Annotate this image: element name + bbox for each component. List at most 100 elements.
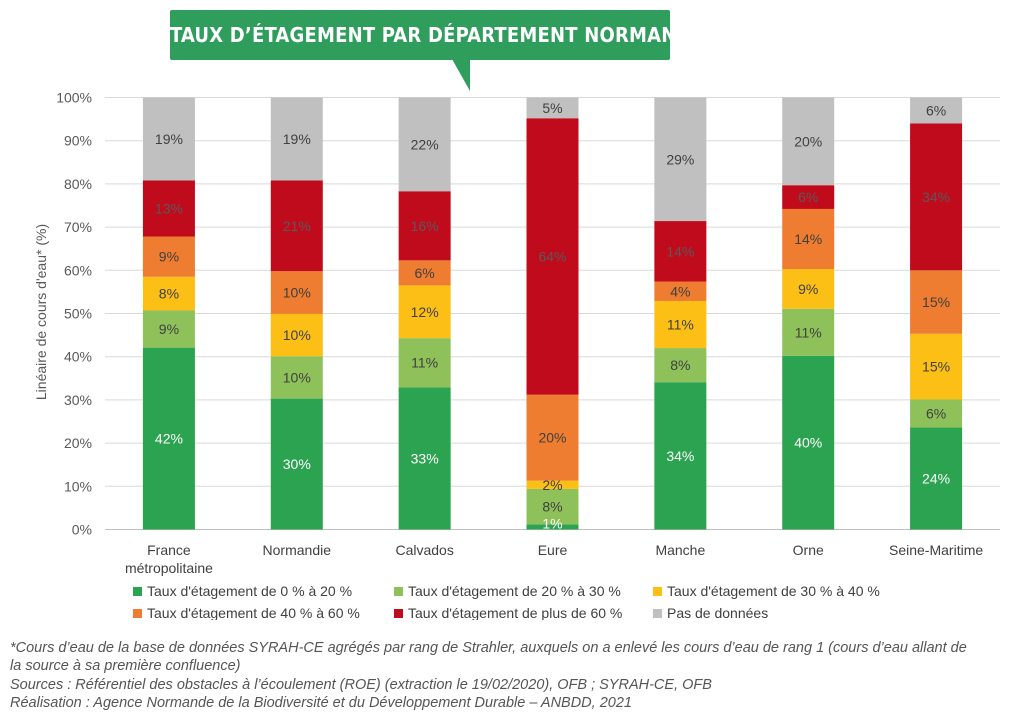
x-tick-label: Manche <box>655 542 705 558</box>
data-label: 9% <box>798 281 818 297</box>
data-label: 24% <box>922 471 950 487</box>
data-label: 6% <box>798 189 818 205</box>
data-label: 30% <box>283 456 311 472</box>
data-label: 29% <box>666 151 694 167</box>
data-label: 15% <box>922 359 950 375</box>
bar-segment <box>910 399 963 428</box>
legend-label: Taux d'étagement de plus de 60 % <box>408 605 622 620</box>
data-label: 13% <box>155 201 183 217</box>
bar-segment <box>782 185 835 209</box>
y-tick-label: 30% <box>64 392 92 408</box>
legend-label: Taux d'étagement de 20 % à 30 % <box>408 583 621 599</box>
legend-label: Taux d'étagement de 0 % à 20 % <box>147 583 352 599</box>
data-label: 33% <box>411 450 439 466</box>
bar-segment <box>910 270 963 334</box>
bar-segment <box>654 221 707 282</box>
data-label: 40% <box>794 435 822 451</box>
data-label: 20% <box>538 430 566 446</box>
data-label: 64% <box>538 248 566 264</box>
bar-segment <box>142 347 195 530</box>
data-label: 19% <box>155 131 183 147</box>
y-tick-label: 40% <box>64 349 92 365</box>
y-tick-label: 10% <box>64 478 92 494</box>
data-label: 10% <box>283 327 311 343</box>
bar-segment <box>526 488 579 525</box>
data-label: 2% <box>542 477 562 493</box>
legend-label: Pas de données <box>667 605 768 620</box>
bar-segment <box>526 524 579 530</box>
data-label: 8% <box>159 286 179 302</box>
data-label: 42% <box>155 431 183 447</box>
bar-segment <box>270 180 323 272</box>
bars: 42% 9% 8% 9% 13% 19% 30% 10% 10% 10% 21% 19% 33% 11% 1… <box>142 97 963 532</box>
data-label: 6% <box>926 102 946 118</box>
y-tick-label: 90% <box>64 133 92 149</box>
data-label: 22% <box>411 136 439 152</box>
y-axis: Linéaire de cours d'eau* (%) 0% 10% 20% 30%… <box>33 90 92 538</box>
data-label: 11% <box>667 317 694 333</box>
data-label: 9% <box>159 321 179 337</box>
legend-swatch <box>653 609 662 618</box>
data-label: 9% <box>159 249 179 265</box>
x-tick-label: Normandie <box>263 542 332 558</box>
legend-swatch <box>133 587 142 596</box>
bar-segment <box>142 276 195 311</box>
bar-segment <box>270 356 323 399</box>
footnote-definition-line1: *Cours d’eau de la base de données SYRAH… <box>10 640 967 656</box>
x-tick-label: Calvados <box>395 542 453 558</box>
bar-segment <box>910 427 963 530</box>
bar-segment <box>782 308 835 356</box>
data-label: 11% <box>411 355 438 371</box>
bar-segment <box>526 394 579 481</box>
bar-segment <box>782 97 835 186</box>
data-label: 6% <box>415 265 435 281</box>
bar-segment <box>910 333 963 400</box>
bar-segment <box>526 97 579 119</box>
data-label: 11% <box>795 324 822 340</box>
bar-segment <box>398 191 451 261</box>
legend-swatch <box>653 587 662 596</box>
y-tick-label: 50% <box>64 306 92 322</box>
bar-segment <box>398 387 451 530</box>
bar-segment <box>782 208 835 270</box>
footnote-sources: Sources : Référentiel des obstacles à l’… <box>10 677 712 693</box>
data-label: 10% <box>283 369 311 385</box>
footnote-definition-line2: la source à sa première confluence) <box>10 658 241 674</box>
bar-segment <box>654 97 707 222</box>
x-tick-label: Seine-Maritime <box>889 542 983 558</box>
data-label: 1% <box>542 516 562 532</box>
bar-segment <box>398 260 451 286</box>
stacked-bar-chart: Linéaire de cours d'eau* (%) 0% 10% 20% 30%… <box>33 90 1000 620</box>
bar-segment <box>142 180 195 237</box>
legend-label: Taux d'étagement de 30 % à 40 % <box>667 583 880 599</box>
data-label: 16% <box>411 218 439 234</box>
bar-segment <box>142 236 195 277</box>
data-label: 8% <box>542 499 562 515</box>
bar-segment <box>654 300 707 349</box>
data-label: 34% <box>922 189 950 205</box>
data-label: 19% <box>283 131 311 147</box>
y-axis-label: Linéaire de cours d'eau* (%) <box>33 224 49 400</box>
data-label: 15% <box>922 294 950 310</box>
y-tick-label: 80% <box>64 176 92 192</box>
x-tick-label: Eure <box>538 542 568 558</box>
x-axis: France métropolitaine Normandie Calvados Eur… <box>125 542 983 576</box>
data-label: 20% <box>794 133 822 149</box>
footnote-credits: Réalisation : Agence Normande de la Biod… <box>10 695 632 711</box>
y-tick-label: 60% <box>64 262 92 278</box>
bar-segment <box>654 382 707 530</box>
bar-segment <box>910 123 963 271</box>
x-tick-label: Orne <box>793 542 824 558</box>
bar-segment <box>910 97 963 124</box>
bar-segment <box>270 313 323 357</box>
legend-swatch <box>394 609 403 618</box>
bar-segment <box>398 285 451 339</box>
bar-segment <box>142 97 195 181</box>
bar-segment <box>398 97 451 192</box>
data-label: 8% <box>670 357 690 373</box>
bar-segment <box>526 118 579 395</box>
legend: Taux d'étagement de 0 % à 20 % Taux d'éta… <box>133 583 880 620</box>
legend-swatch <box>394 587 403 596</box>
bar-segment <box>398 338 451 388</box>
data-label: 12% <box>411 304 439 320</box>
